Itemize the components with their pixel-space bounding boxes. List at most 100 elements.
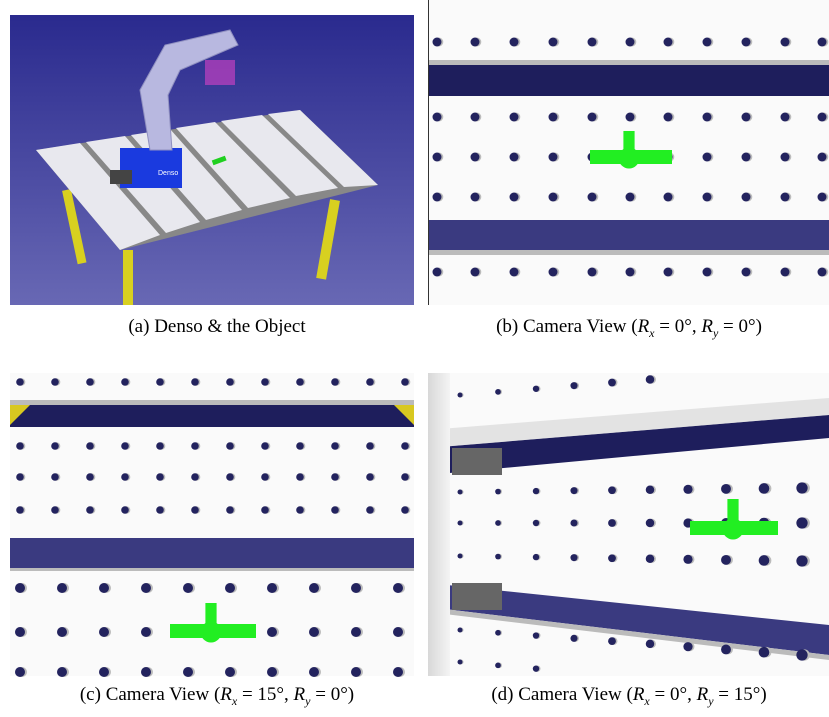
hole [121,473,129,481]
hole [458,521,463,526]
hole [51,506,59,514]
hole [267,627,277,637]
hole [15,627,25,637]
hole [796,555,807,566]
hole [15,583,25,593]
hole [759,483,770,494]
hole [781,153,790,162]
hole [366,442,374,450]
hole [351,583,361,593]
hole [458,490,463,495]
hole [570,635,577,642]
hole [533,554,539,560]
hole [549,153,558,162]
hole [759,647,770,658]
hole [51,473,59,481]
hole [646,519,655,528]
hole [16,506,24,514]
hole [533,520,539,526]
hole [664,193,673,202]
hole [818,38,827,47]
panel-b-render [428,0,829,305]
hole [510,113,519,122]
hole [401,378,409,386]
hole [608,519,616,527]
hole [549,193,558,202]
hole [296,506,304,514]
hole [309,583,319,593]
hole [703,38,712,47]
figure: Denso (a) Denso & the Object (b) Camera … [0,0,829,717]
hole [646,375,655,384]
panel-a-render: Denso [10,15,414,305]
hole [703,193,712,202]
hole [86,506,94,514]
hole [608,554,616,562]
hole [331,442,339,450]
hole [99,667,109,677]
hole [458,393,463,398]
hole [742,113,751,122]
hole [742,38,751,47]
hole [570,519,577,526]
hole [549,113,558,122]
hole [366,506,374,514]
hole [156,442,164,450]
hole [393,583,403,593]
hole [121,442,129,450]
hole [818,193,827,202]
hole [16,473,24,481]
hole [588,113,597,122]
hole [588,193,597,202]
hole [351,627,361,637]
hole [495,630,501,636]
hole [608,637,616,645]
hole [781,268,790,277]
figure-images: Denso [0,0,829,717]
hole [721,644,731,654]
hole [267,583,277,593]
hole [683,485,692,494]
hole [86,473,94,481]
hole [433,268,442,277]
hole [261,442,269,450]
hole [309,667,319,677]
hole [646,486,655,495]
hole [191,506,199,514]
hole [57,667,67,677]
hole [15,667,25,677]
hole [495,554,501,560]
hole [57,583,67,593]
caption-c: (c) Camera View (Rx = 15°, Ry = 0°) [10,684,424,709]
hole [646,555,655,564]
hole [366,378,374,386]
hole [510,193,519,202]
hole [183,583,193,593]
hole [510,153,519,162]
hole [393,667,403,677]
hole [226,473,234,481]
hole [99,627,109,637]
hole [121,506,129,514]
hole [533,632,539,638]
hole [703,153,712,162]
hole [471,268,480,277]
hole [664,268,673,277]
hole [433,193,442,202]
hole [570,382,577,389]
panel-c-render [10,373,414,677]
hole [683,555,692,564]
hole [608,379,616,387]
hole [781,193,790,202]
hole [588,38,597,47]
hole [533,386,539,392]
hole [570,487,577,494]
hole [495,489,501,495]
caption-b: (b) Camera View (Rx = 0°, Ry = 0°) [422,316,829,341]
hole [226,442,234,450]
hole [57,627,67,637]
hole [351,667,361,677]
hole [401,506,409,514]
hole [458,660,463,665]
panel-d-render [428,373,829,676]
